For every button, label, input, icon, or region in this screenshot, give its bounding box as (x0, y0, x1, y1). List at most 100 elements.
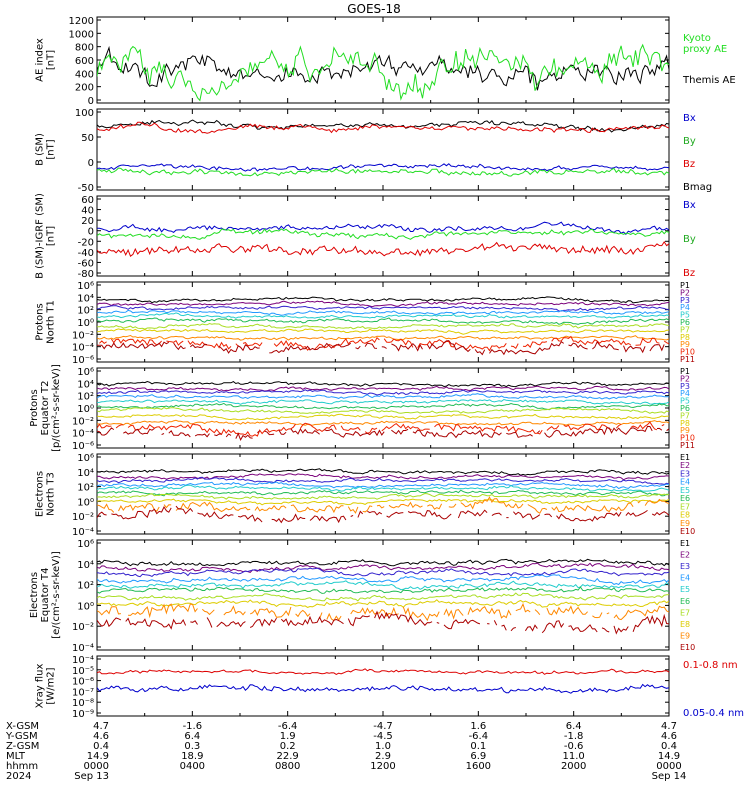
legend-entry: proxy AE (683, 44, 727, 55)
legend-entry: By (683, 234, 696, 245)
series-line-kyoto-proxy-ae (97, 43, 669, 102)
channel-line-p6 (97, 317, 669, 325)
y-tick-label: 10⁴ (77, 560, 94, 571)
legend-entry: 0.1-0.8 nm (683, 660, 738, 671)
plot-area (97, 221, 669, 257)
plot-area (97, 380, 669, 441)
channel-label-p8: P8 (680, 333, 690, 342)
channel-label-e5: E5 (680, 486, 690, 495)
ephemeris-value: 18.9 (181, 751, 203, 762)
ephemeris-value: 0400 (180, 761, 205, 772)
channel-line-p5 (97, 312, 669, 319)
ephemeris-value: 0.4 (661, 741, 677, 752)
y-tick-label: 10⁻⁹ (72, 709, 94, 720)
ephemeris-row-label: Y-GSM (5, 731, 38, 742)
channel-label-e6: E6 (680, 597, 690, 606)
ephemeris-value: 11.0 (563, 751, 585, 762)
y-tick-label: 10⁴ (77, 379, 94, 390)
ephemeris-row-label: MLT (6, 751, 26, 762)
channel-line-p10 (99, 335, 669, 352)
channel-line-e8 (97, 599, 669, 608)
ephemeris-value: 1600 (466, 761, 491, 772)
channel-line-e7 (97, 592, 669, 602)
ephemeris-value: Sep 13 (74, 771, 109, 782)
ephemeris-value: 4.7 (661, 721, 677, 732)
channel-line-e4 (97, 574, 669, 586)
y-tick-label: 1000 (69, 29, 94, 40)
channel-line-p5 (97, 398, 669, 405)
y-tick-label: 10⁻⁶ (72, 441, 94, 452)
ephemeris-value: -4.7 (373, 721, 393, 732)
y-tick-label: -50 (78, 183, 94, 194)
channel-line-p4 (97, 309, 669, 316)
y-axis-label: [W/m2] (46, 667, 57, 704)
channel-label-p7: P7 (680, 325, 690, 334)
y-tick-label: 10⁶ (77, 367, 94, 378)
ephemeris-value: -6.4 (278, 721, 298, 732)
channel-line-e6 (97, 489, 669, 497)
y-tick-label: 0 (88, 158, 94, 169)
y-tick-label: 600 (75, 56, 94, 67)
ephemeris-value: 0.1 (470, 741, 486, 752)
channel-line-p1 (97, 380, 669, 388)
channel-label-p11: P11 (680, 355, 695, 364)
legend-entry: Bz (683, 159, 695, 170)
y-axis-label: B (SM) (35, 133, 46, 166)
ephemeris-value: 6.4 (566, 721, 582, 732)
series-line-by (97, 167, 669, 177)
panel-b: 100 50 0 -50 B (SM) [nT] Bx By Bz Bmag (35, 108, 713, 194)
channel-line-p11 (97, 425, 669, 441)
channel-line-e2 (97, 562, 669, 573)
channel-label-e9: E9 (680, 631, 690, 640)
channel-label-p11: P11 (680, 441, 695, 450)
channel-label-p4: P4 (680, 303, 690, 312)
channel-line-p1 (97, 296, 669, 304)
channel-label-p6: P6 (680, 404, 690, 413)
channel-label-e7: E7 (680, 502, 690, 511)
series-line-themis-ae (97, 45, 669, 91)
plot-area (97, 468, 669, 524)
channel-label-p2: P2 (680, 288, 690, 297)
y-axis-label: B (SM)-IGRF (SM) (35, 193, 46, 279)
ephemeris-value: 0.2 (280, 741, 296, 752)
y-tick-label: 10² (77, 483, 94, 494)
y-tick-label: 10⁶ (77, 281, 94, 292)
y-tick-label: 40 (81, 206, 94, 217)
channel-label-e4: E4 (680, 574, 690, 583)
series-line-bx (97, 163, 669, 172)
channel-line-p7 (97, 406, 669, 414)
ephemeris-value: 14.9 (658, 751, 680, 762)
channel-line-p6 (97, 402, 669, 411)
channel-label-p7: P7 (680, 411, 690, 420)
legend-entry: Bz (683, 268, 695, 279)
ephemeris-value: 6.4 (184, 731, 200, 742)
channel-label-e9: E9 (680, 519, 690, 528)
ephemeris-value: 4.6 (93, 731, 109, 742)
channel-line-p4 (97, 393, 669, 400)
channel-line-e9 (97, 496, 669, 514)
y-tick-label: 10⁻⁵ (72, 666, 94, 677)
ephemeris-value: 4.7 (93, 721, 109, 732)
legend-entry: Kyoto (683, 33, 711, 44)
channel-line-p2 (97, 300, 669, 308)
channel-line-e8 (97, 498, 669, 506)
ephemeris-value: 0000 (656, 761, 681, 772)
y-axis-label: AE index (35, 38, 46, 82)
y-axis-label: Electrons (29, 572, 40, 618)
channel-label-p10: P10 (680, 348, 695, 357)
channel-line-e2 (97, 473, 669, 481)
channel-line-p9 (97, 334, 669, 341)
y-tick-label: 10⁻⁴ (72, 429, 94, 440)
channel-line-e1 (97, 468, 669, 476)
panel-frame (96, 539, 670, 651)
channel-label-p10: P10 (680, 434, 695, 443)
channel-line-e10 (97, 505, 669, 524)
y-tick-label: 10² (77, 581, 94, 592)
channel-label-p4: P4 (680, 389, 690, 398)
y-axis-label: [nT] (46, 226, 57, 246)
ephemeris-value: 2.9 (375, 751, 391, 762)
